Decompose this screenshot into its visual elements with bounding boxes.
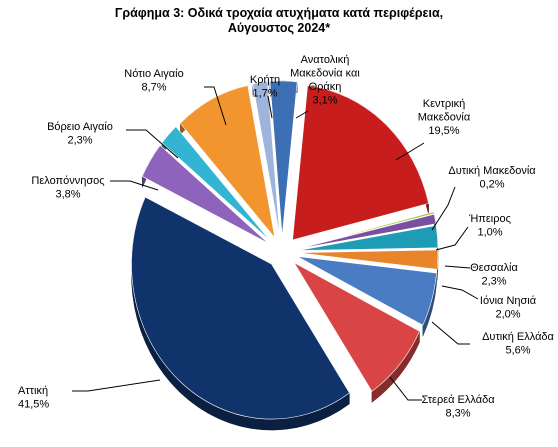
slice-name-label: Κεντρική — [423, 98, 465, 110]
slice-name-label: Στερεά Ελλάδα — [421, 394, 495, 406]
pie-slice — [252, 81, 281, 237]
pie-slice — [161, 126, 271, 242]
chart-title-line: Αύγουστος 2024* — [228, 21, 330, 35]
slice-label: Δυτική Ελλάδα 5,6% — [482, 331, 554, 357]
slice-label: Ιόνια Νησιά 2,0% — [480, 295, 537, 321]
pie-slice — [269, 80, 298, 237]
slice-label: Ήπειρος 1,0% — [468, 213, 511, 239]
slice-label: Νότιο Αιγαίο 8,7% — [124, 68, 183, 94]
slice-value-label: 5,6% — [505, 345, 530, 357]
slice-name-label: Θεσσαλία — [470, 262, 518, 274]
slice-value-label: 3,1% — [312, 95, 337, 107]
pie-slice — [131, 196, 350, 420]
leader-line — [431, 321, 470, 345]
slice-name-label: Ιόνια Νησιά — [480, 295, 537, 307]
pie-slice — [297, 225, 439, 251]
slice-name-label: Μακεδονία και — [290, 68, 360, 80]
slice-value-label: 3,8% — [55, 189, 80, 201]
slice-name-label: Ανατολική — [301, 54, 350, 66]
leader-line — [295, 110, 309, 119]
leader-line — [441, 285, 479, 300]
pie-slice — [297, 256, 437, 326]
leader-line — [267, 95, 273, 119]
leader-line — [435, 226, 469, 251]
leader-line — [395, 142, 425, 161]
pie-slice — [297, 211, 435, 249]
leader-line — [389, 376, 422, 401]
slice-label: Βόρειο Αιγαίο 2,3% — [47, 121, 113, 147]
slice-labels: Ανατολική Μακεδονία και Θράκη 3,1% Κεντρική Μ… — [18, 54, 555, 420]
slice-name-label: Μακεδονία — [418, 112, 471, 124]
slice-name-label: Κρήτη — [250, 74, 280, 86]
slice-name-label: Βόρειο Αιγαίο — [47, 121, 113, 133]
pie-slice — [179, 85, 276, 239]
slice-label: Κεντρική Μακεδονία 19,5% — [418, 98, 471, 137]
slice-label: Θεσσαλία 2,3% — [470, 262, 518, 288]
leader-line — [431, 186, 456, 231]
slice-name-label: Αττική — [18, 385, 48, 397]
slice-value-label: 1,0% — [477, 227, 502, 239]
slice-name-label: Ήπειρος — [468, 213, 511, 225]
slice-name-label: Δυτική Μακεδονία — [448, 165, 536, 177]
leader-line — [72, 379, 161, 392]
slice-label: Στερεά Ελλάδα 8,3% — [421, 394, 495, 420]
slice-value-label: 41,5% — [18, 399, 49, 411]
chart-title-line: Γράφημα 3: Οδικά τροχαία ατυχήματα κατά … — [115, 6, 443, 20]
slice-name-label: Νότιο Αιγαίο — [124, 68, 183, 80]
slice-value-label: 2,0% — [495, 309, 520, 321]
leader-line — [110, 180, 159, 191]
slice-label: Πελοπόννησος 3,8% — [31, 175, 104, 201]
slice-label: Δυτική Μακεδονία 0,2% — [448, 165, 536, 191]
leader-line — [204, 86, 227, 126]
leader-lines — [72, 86, 479, 401]
slice-value-label: 2,3% — [67, 135, 92, 147]
slice-value-label: 8,7% — [141, 82, 166, 94]
slice-value-label: 19,5% — [428, 125, 459, 137]
leader-line — [126, 129, 179, 159]
slice-name-label: Πελοπόννησος — [31, 175, 104, 187]
chart-title: Γράφημα 3: Οδικά τροχαία ατυχήματα κατά … — [115, 6, 443, 35]
slice-name-label: Δυτική Ελλάδα — [482, 331, 554, 343]
slice-label: Αττική 41,5% — [18, 385, 49, 411]
slice-value-label: 0,2% — [479, 179, 504, 191]
slice-value-label: 2,3% — [481, 276, 506, 288]
slice-label: Ανατολική Μακεδονία και Θράκη 3,1% — [290, 54, 360, 107]
pie-slices — [131, 80, 439, 431]
pie-slice — [141, 144, 269, 244]
slice-name-label: Θράκη — [309, 81, 342, 93]
slice-value-label: 8,3% — [445, 408, 470, 420]
pie-slice — [292, 85, 429, 241]
slice-label: Κρήτη 1,7% — [250, 74, 280, 100]
pie-slice — [293, 261, 420, 392]
slice-value-label: 1,7% — [252, 88, 277, 100]
leader-line — [444, 265, 471, 269]
